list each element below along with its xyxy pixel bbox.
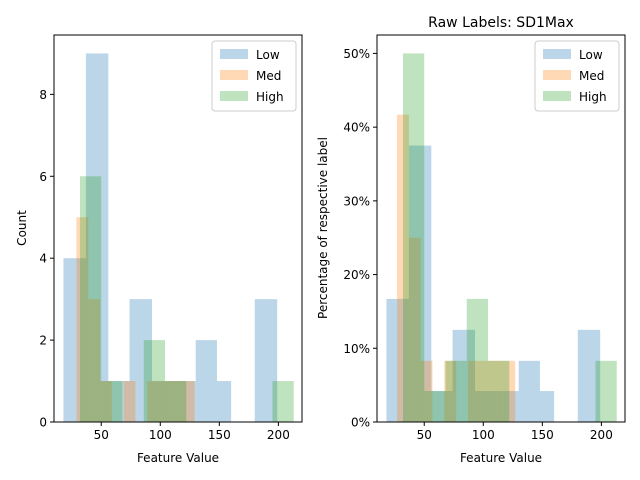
left-bar-low-6 bbox=[195, 340, 217, 422]
right-y-tick-label-3: 30% bbox=[343, 194, 370, 208]
left-legend-swatch-med bbox=[220, 70, 248, 80]
left-bar-low-7 bbox=[216, 381, 232, 422]
left-y-tick-label-4: 8 bbox=[39, 88, 47, 102]
left-y-tick-label-1: 2 bbox=[39, 334, 47, 348]
right-bar-low-4 bbox=[475, 391, 497, 422]
right-x-tick-label-1: 100 bbox=[472, 428, 495, 442]
right-legend-label-med: Med bbox=[579, 69, 604, 83]
left-bar-high-0 bbox=[79, 176, 102, 422]
right-y-tick-label-2: 20% bbox=[343, 268, 370, 282]
right-bar-med-3 bbox=[444, 360, 457, 422]
right-bar-low-7 bbox=[539, 391, 555, 422]
right-bar-med-2 bbox=[420, 360, 433, 422]
right-bar-low-8 bbox=[577, 329, 601, 422]
right-x-axis-label: Feature Value bbox=[460, 451, 542, 465]
right-bar-med-1 bbox=[408, 237, 421, 422]
right-bar-high-2 bbox=[445, 360, 467, 422]
left-bar-high-1 bbox=[101, 381, 123, 422]
right-bar-low-3 bbox=[452, 329, 476, 422]
left-y-tick-label-3: 6 bbox=[39, 170, 47, 184]
left-bar-low-5 bbox=[173, 381, 196, 422]
right-bar-med-5 bbox=[491, 360, 504, 422]
right-y-tick-label-1: 10% bbox=[343, 342, 370, 356]
left-x-tick-label-2: 150 bbox=[208, 428, 231, 442]
left-legend-frame bbox=[211, 40, 297, 112]
left-bar-low-8 bbox=[254, 299, 278, 422]
right-axis-ticks: 50 100 150 200 0% 10% 20% 30% 40% 50% bbox=[343, 47, 613, 442]
right-chart-title: Raw Labels: SD1Max bbox=[428, 15, 574, 31]
left-histogram-panel: 50 100 150 200 0 2 4 6 8 Feature Value Count Low… bbox=[15, 34, 303, 465]
left-bar-low-3 bbox=[129, 299, 153, 422]
left-y-axis-label: Count bbox=[15, 210, 29, 246]
right-x-tick-label-3: 200 bbox=[590, 428, 613, 442]
right-y-tick-label-0: 0% bbox=[351, 416, 370, 430]
right-bar-high-3 bbox=[466, 298, 489, 422]
right-legend: Low Med High bbox=[534, 40, 620, 112]
right-x-tick-label-2: 150 bbox=[531, 428, 554, 442]
left-y-tick-label-2: 4 bbox=[39, 252, 47, 266]
right-plot-frame bbox=[376, 34, 626, 423]
right-bar-high-1 bbox=[424, 391, 446, 422]
right-legend-frame bbox=[534, 40, 620, 112]
left-bar-med-6 bbox=[182, 381, 195, 422]
left-plot-frame bbox=[53, 34, 303, 423]
left-bar-high-3 bbox=[165, 381, 187, 422]
right-legend-label-high: High bbox=[579, 90, 607, 104]
right-x-tick-label-0: 50 bbox=[417, 428, 432, 442]
left-bar-high-4 bbox=[272, 381, 294, 422]
right-legend-swatch-med bbox=[543, 70, 571, 80]
left-legend-swatch-low bbox=[220, 49, 248, 59]
right-legend-swatch-low bbox=[543, 49, 571, 59]
left-bar-med-5 bbox=[170, 381, 183, 422]
left-x-tick-label-1: 100 bbox=[149, 428, 172, 442]
left-bar-low-4 bbox=[152, 381, 174, 422]
right-bar-high-0 bbox=[402, 53, 425, 423]
left-bar-med-0 bbox=[76, 217, 89, 422]
right-bar-low-1 bbox=[408, 145, 432, 423]
right-y-tick-label-5: 50% bbox=[343, 47, 370, 61]
left-bar-low-0 bbox=[63, 258, 86, 422]
left-x-axis-label: Feature Value bbox=[137, 451, 219, 465]
right-bar-med-4 bbox=[467, 360, 492, 422]
left-bars bbox=[63, 53, 294, 423]
left-bar-low-2 bbox=[108, 381, 130, 422]
right-y-axis-label: Percentage of respective label bbox=[316, 137, 330, 319]
left-y-tick-label-0: 0 bbox=[39, 416, 47, 430]
left-x-tick-label-0: 50 bbox=[94, 428, 109, 442]
left-bar-low-1 bbox=[85, 53, 109, 423]
left-x-tick-label-3: 200 bbox=[267, 428, 290, 442]
left-bar-med-4 bbox=[147, 381, 171, 422]
left-axis-ticks: 50 100 150 200 0 2 4 6 8 bbox=[39, 88, 289, 442]
right-bar-low-5 bbox=[496, 391, 519, 422]
right-bar-high-4 bbox=[488, 360, 510, 422]
right-y-tick-label-4: 40% bbox=[343, 121, 370, 135]
right-bar-high-5 bbox=[595, 360, 617, 422]
right-bar-low-2 bbox=[431, 391, 453, 422]
left-legend: Low Med High bbox=[211, 40, 297, 112]
left-legend-swatch-high bbox=[220, 91, 248, 101]
left-legend-label-high: High bbox=[256, 90, 284, 104]
right-legend-swatch-high bbox=[543, 91, 571, 101]
left-bar-high-2 bbox=[143, 340, 166, 422]
right-legend-label-low: Low bbox=[579, 48, 603, 62]
right-histogram-panel: Raw Labels: SD1Max 50 100 150 200 0% 10% 20% 30… bbox=[316, 15, 626, 465]
left-legend-label-low: Low bbox=[256, 48, 280, 62]
right-bar-med-6 bbox=[503, 360, 516, 422]
right-bars bbox=[386, 53, 617, 423]
left-legend-label-med: Med bbox=[256, 69, 281, 83]
left-bar-med-2 bbox=[100, 381, 112, 422]
right-bar-low-0 bbox=[386, 298, 409, 422]
left-bar-med-3 bbox=[123, 381, 136, 422]
right-bar-med-0 bbox=[397, 114, 409, 423]
left-bar-med-1 bbox=[88, 299, 101, 422]
right-bar-low-6 bbox=[518, 360, 540, 422]
